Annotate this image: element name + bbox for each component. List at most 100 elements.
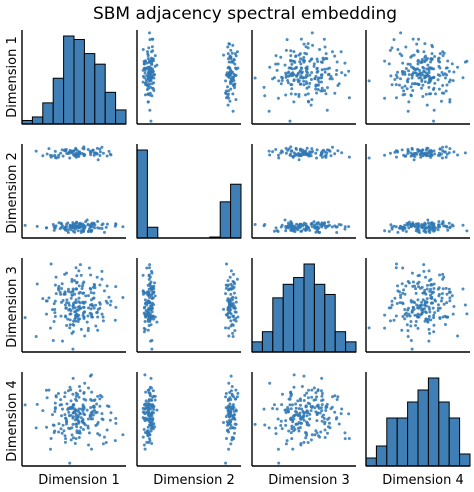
scatter-point (323, 45, 327, 49)
scatter-point (310, 31, 314, 35)
scatter-point (440, 156, 444, 160)
scatter-point (306, 46, 310, 50)
scatter-point (60, 407, 64, 411)
scatter-point (98, 397, 102, 401)
panel-dimension-3-vs-dimension-4 (365, 258, 470, 353)
scatter-point (430, 67, 434, 71)
scatter-point (465, 312, 469, 316)
scatter-point (403, 317, 407, 321)
scatter-point (428, 310, 432, 314)
scatter-point (143, 66, 147, 70)
scatter-point (152, 89, 156, 93)
scatter-point (149, 294, 153, 298)
scatter-point (230, 51, 234, 55)
scatter-point (287, 429, 291, 433)
scatter-point (89, 373, 93, 377)
scatter-point (432, 224, 436, 228)
scatter-point (152, 317, 156, 321)
scatter-point (98, 147, 102, 151)
scatter-point (64, 437, 68, 441)
scatter-point (226, 103, 230, 107)
scatter-point (73, 442, 77, 445)
scatter-point (441, 149, 445, 153)
scatter-point (93, 408, 97, 412)
scatter-point (330, 395, 334, 399)
scatter-point (114, 417, 118, 421)
scatter-point (146, 299, 150, 303)
scatter-point (304, 227, 308, 231)
scatter-point (92, 306, 96, 310)
scatter-point (57, 221, 61, 225)
scatter-point (80, 287, 84, 291)
scatter-point (320, 392, 324, 396)
scatter-point (72, 403, 76, 407)
scatter-point (417, 285, 421, 289)
scatter-point (143, 373, 147, 377)
scatter-point (91, 413, 95, 417)
scatter-point (141, 74, 145, 78)
scatter-point (432, 330, 436, 334)
scatter-point (148, 394, 152, 398)
scatter-point (367, 326, 371, 330)
scatter-point (383, 229, 387, 233)
scatter-point (280, 403, 284, 407)
scatter-point (143, 419, 147, 423)
scatter-point (60, 282, 64, 286)
scatter-point (90, 225, 94, 229)
scatter-point (100, 312, 104, 316)
scatter-point (420, 150, 424, 154)
scatter-point (63, 395, 67, 399)
scatter-point (314, 398, 318, 402)
scatter-point (314, 87, 318, 91)
scatter-point (401, 266, 405, 270)
scatter-point (297, 92, 301, 96)
scatter-point (54, 395, 58, 399)
histogram-bar (251, 341, 263, 353)
scatter-point (148, 402, 152, 406)
scatter-point (413, 313, 417, 317)
scatter-point (113, 439, 117, 443)
scatter-point (306, 421, 310, 425)
scatter-point (426, 319, 430, 323)
scatter-point (75, 425, 79, 429)
scatter-point (326, 220, 330, 224)
scatter-point (73, 409, 77, 413)
scatter-point (420, 71, 424, 75)
scatter-point (304, 436, 308, 440)
scatter-point (420, 308, 424, 312)
scatter-point (440, 91, 444, 95)
scatter-point (436, 228, 440, 232)
scatter-point (148, 275, 152, 279)
scatter-point (289, 145, 293, 149)
scatter-point (113, 318, 117, 322)
scatter-point (41, 154, 45, 158)
scatter-point (424, 230, 428, 234)
scatter-point (317, 406, 321, 410)
histogram-bar (94, 63, 106, 125)
scatter-point (86, 329, 90, 333)
scatter-point (340, 151, 344, 155)
scatter-point (70, 433, 74, 437)
scatter-point (429, 221, 433, 225)
scatter-point (73, 306, 77, 310)
scatter-point (305, 67, 309, 71)
scatter-point (280, 75, 284, 79)
scatter-point (65, 402, 69, 406)
scatter-point (321, 398, 325, 402)
scatter-point (387, 306, 391, 310)
scatter-point (307, 226, 311, 230)
histogram-bar (324, 293, 336, 353)
scatter-point (323, 422, 327, 426)
scatter-point (280, 78, 284, 82)
scatter-point (59, 427, 63, 431)
scatter-point (87, 266, 91, 270)
scatter-point (153, 73, 157, 77)
scatter-point (146, 54, 150, 58)
scatter-point (66, 317, 70, 321)
scatter-point (227, 326, 231, 330)
scatter-point (234, 316, 238, 320)
scatter-point (400, 54, 404, 58)
scatter-point (416, 326, 420, 330)
scatter-point (79, 273, 83, 277)
scatter-point (432, 86, 436, 90)
